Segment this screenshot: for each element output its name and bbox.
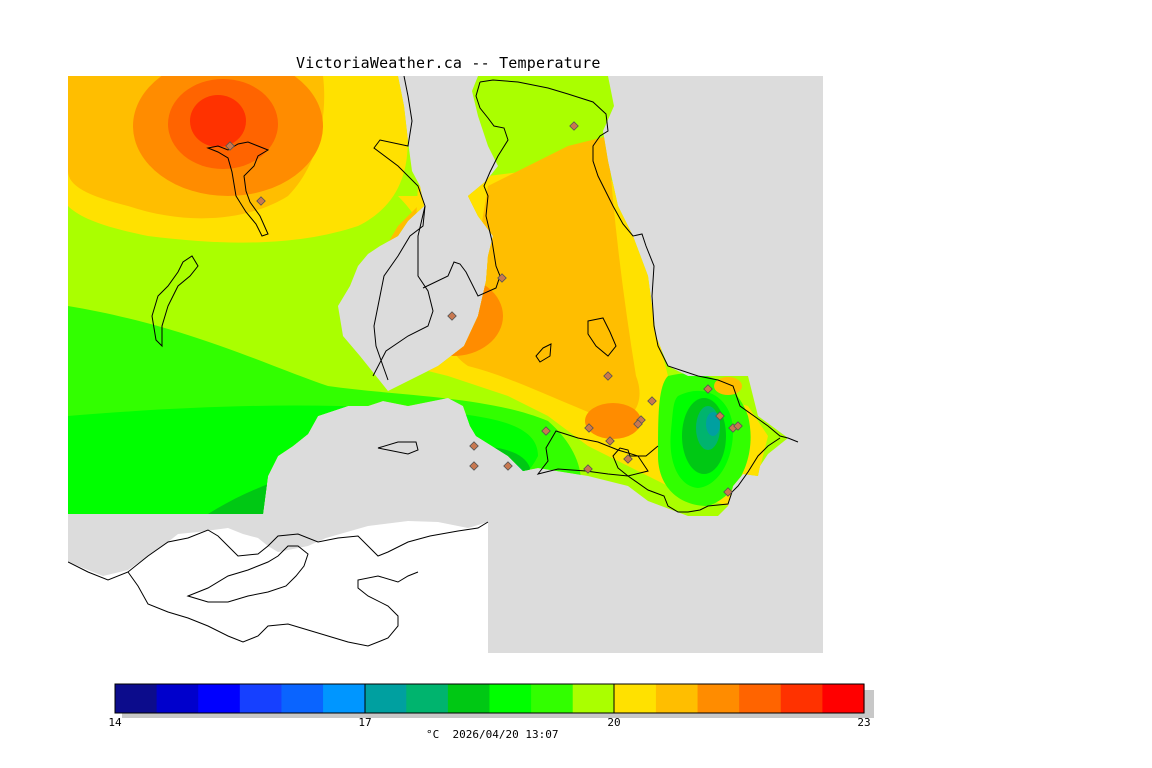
legend-swatch — [572, 684, 615, 713]
legend-tick-label: 17 — [358, 716, 372, 729]
legend-swatch — [406, 684, 449, 713]
station-marker — [541, 426, 551, 436]
legend-swatch — [531, 684, 574, 713]
legend-swatch — [822, 684, 865, 713]
legend-swatch — [281, 684, 324, 713]
station-marker — [733, 421, 743, 431]
legend-swatch — [364, 684, 407, 713]
station-marker — [605, 436, 615, 446]
legend-swatch — [115, 684, 158, 713]
coastline — [68, 76, 799, 647]
legend-swatch — [198, 684, 241, 713]
legend-tick-label: 14 — [108, 716, 122, 729]
legend-shadow — [122, 690, 874, 718]
station-marker — [469, 441, 479, 451]
station-marker — [583, 464, 593, 474]
legend-ticks — [364, 684, 615, 713]
station-marker — [225, 141, 235, 151]
station-marker — [497, 273, 507, 283]
station-marker — [633, 419, 643, 429]
station-marker — [584, 423, 594, 433]
station-marker — [647, 396, 657, 406]
legend-swatch — [739, 684, 782, 713]
legend-swatch — [697, 684, 740, 713]
station-marker — [715, 411, 725, 421]
station-marker — [447, 311, 457, 321]
station-marker — [569, 121, 579, 131]
legend-swatch — [447, 684, 491, 713]
legend-swatches — [115, 684, 865, 713]
legend-swatch — [489, 684, 532, 713]
legend-caption: °C 2026/04/20 13:07 — [426, 728, 559, 741]
temperature-map[interactable] — [68, 76, 823, 653]
legend-swatch — [780, 684, 823, 713]
legend-swatch — [239, 684, 283, 713]
station-marker — [603, 371, 613, 381]
station-marker — [503, 461, 513, 471]
legend-swatch — [156, 684, 199, 713]
legend-border — [114, 683, 865, 714]
station-marker — [703, 384, 713, 394]
station-marker — [723, 487, 733, 497]
legend-tick-label: 23 — [857, 716, 871, 729]
station-marker — [623, 454, 633, 464]
station-markers — [225, 121, 743, 497]
station-marker — [256, 196, 266, 206]
legend-swatch — [655, 684, 699, 713]
legend-tick-label: 20 — [607, 716, 621, 729]
station-marker — [469, 461, 479, 471]
legend-swatch — [323, 684, 366, 713]
map-title: VictoriaWeather.ca -- Temperature — [296, 54, 601, 72]
legend-swatch — [614, 684, 657, 713]
